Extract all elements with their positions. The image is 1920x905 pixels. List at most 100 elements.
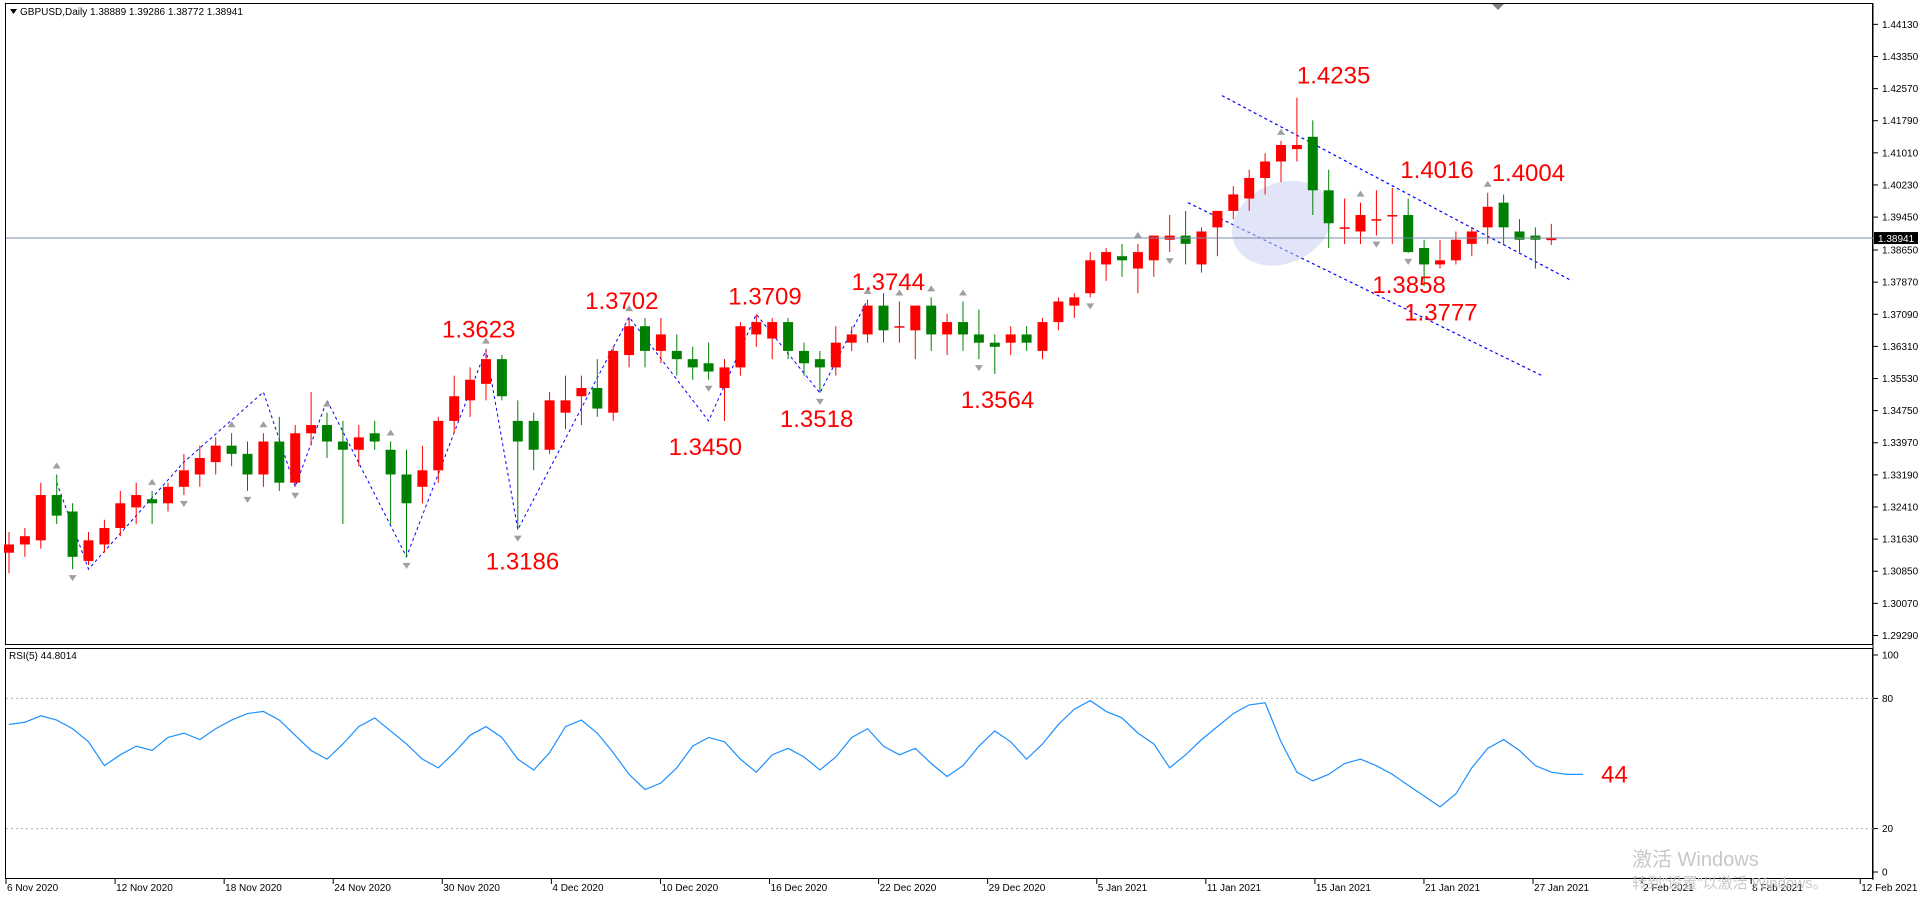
candle-body xyxy=(862,305,873,335)
fractal-down-marker xyxy=(1372,241,1381,248)
header-dropdown-icon[interactable] xyxy=(10,9,17,14)
fractal-up-marker xyxy=(1483,180,1492,187)
candle-body xyxy=(83,540,94,561)
candle-body xyxy=(1371,219,1382,221)
fractal-up-marker xyxy=(227,421,236,428)
price-tick-label: 1.30850 xyxy=(1882,567,1919,578)
date-tick-label: 6 Nov 2020 xyxy=(7,883,59,894)
candle-body xyxy=(1323,190,1334,224)
fractal-down-marker xyxy=(1165,258,1174,265)
price-tick-label: 1.31630 xyxy=(1882,535,1919,546)
date-tick-label: 11 Jan 2021 xyxy=(1207,883,1262,894)
date-tick-label: 12 Feb 2021 xyxy=(1861,883,1918,894)
candle-body xyxy=(258,441,269,475)
price-annotation: 1.4235 xyxy=(1297,63,1370,90)
current-price-line: 1.38941 xyxy=(6,232,1918,245)
candle-body xyxy=(417,470,428,487)
candle-body xyxy=(942,322,953,335)
price-tick-label: 1.38650 xyxy=(1882,246,1919,257)
candle-body xyxy=(958,322,968,335)
price-annotation: 1.3450 xyxy=(669,434,742,461)
candle-body xyxy=(655,334,666,351)
candle-body xyxy=(592,387,603,409)
candle-body xyxy=(1085,260,1096,294)
price-tick-label: 1.37090 xyxy=(1882,310,1919,321)
candle-body xyxy=(973,334,984,343)
fractal-down-marker xyxy=(974,365,983,372)
date-tick-label: 24 Nov 2020 xyxy=(334,883,391,894)
candle-body xyxy=(1307,136,1318,191)
candle-body xyxy=(1053,301,1064,323)
date-tick-label: 15 Jan 2021 xyxy=(1316,883,1371,894)
price-tick-label: 1.44130 xyxy=(1882,20,1919,31)
candle-body xyxy=(1132,252,1143,269)
fractal-up-marker xyxy=(863,287,872,294)
fractal-down-marker xyxy=(1086,303,1095,310)
candle-body xyxy=(1339,227,1350,229)
price-tick-label: 1.29290 xyxy=(1882,631,1919,642)
fractal-up-marker xyxy=(52,462,61,469)
price-tick-label: 1.41010 xyxy=(1882,148,1919,159)
candle-body xyxy=(242,453,253,475)
current-price-label: 1.38941 xyxy=(1878,234,1915,245)
price-annotation: 1.3702 xyxy=(585,288,658,315)
symbol-label: GBPUSD,Daily xyxy=(20,7,87,18)
date-tick-label: 18 Nov 2020 xyxy=(225,883,282,894)
candle-body xyxy=(894,326,905,328)
candle-body xyxy=(369,433,380,442)
current-price-box xyxy=(1874,232,1918,245)
price-axis-ticks: 1.44130 1.43350 1.42570 1.41790 1.41010 1.402… xyxy=(1873,20,1919,642)
candle-body xyxy=(481,359,491,384)
candle-body xyxy=(846,334,857,343)
date-tick-label: 8 Feb 2021 xyxy=(1752,883,1803,894)
candle-body xyxy=(799,350,809,364)
price-tick-label: 1.33190 xyxy=(1882,470,1919,481)
candle-body xyxy=(671,350,682,360)
candle-body xyxy=(1355,215,1366,232)
watermark-line2: 转到"设置"以激活 Windows。 xyxy=(1632,875,1828,892)
fractal-down-marker xyxy=(815,398,824,405)
candle-body xyxy=(576,387,587,397)
candle-body xyxy=(99,527,110,545)
candle-body xyxy=(115,503,126,528)
candle-body xyxy=(560,400,571,413)
candle-body xyxy=(1148,235,1159,261)
price-tick-label: 1.40230 xyxy=(1882,180,1919,191)
candle-body xyxy=(35,495,46,541)
candle-body xyxy=(767,322,778,339)
price-tick-label: 1.32410 xyxy=(1882,502,1919,513)
date-tick-label: 29 Dec 2020 xyxy=(989,883,1046,894)
candle-body xyxy=(1482,206,1493,228)
fractal-down-marker xyxy=(1404,258,1413,265)
candle-body xyxy=(1419,247,1430,265)
candle-body xyxy=(1196,231,1207,265)
rsi-layer: 100 80 20 0 xyxy=(6,651,1899,879)
shift-marker-icon[interactable] xyxy=(1492,4,1504,10)
fractal-up-marker xyxy=(386,429,395,436)
price-tick-label: 1.42570 xyxy=(1882,84,1919,95)
price-annotation: 1.4004 xyxy=(1492,160,1565,187)
candle-body xyxy=(4,544,14,553)
candle-body xyxy=(1498,202,1509,228)
price-tick-label: 1.30070 xyxy=(1882,599,1919,610)
date-axis-ticks: 6 Nov 2020 12 Nov 2020 18 Nov 2020 24 Nov 2… xyxy=(5,879,1918,894)
candle-body xyxy=(926,305,937,335)
candle-body xyxy=(274,441,285,483)
price-tick-label: 1.33970 xyxy=(1882,438,1919,449)
candle-body xyxy=(1180,235,1191,244)
candle-body xyxy=(1291,145,1302,150)
price-annotation: 1.3858 xyxy=(1372,272,1445,299)
price-annotation: 1.3744 xyxy=(852,269,925,296)
upper-channel-line xyxy=(1221,95,1573,282)
candle-body xyxy=(640,326,650,351)
date-tick-label: 2 Feb 2021 xyxy=(1643,883,1694,894)
candle-body xyxy=(1276,145,1286,162)
candle-body xyxy=(290,433,301,483)
fractals-layer xyxy=(52,128,1492,582)
price-tick-label: 1.41790 xyxy=(1882,116,1919,127)
candle-body xyxy=(703,363,714,372)
